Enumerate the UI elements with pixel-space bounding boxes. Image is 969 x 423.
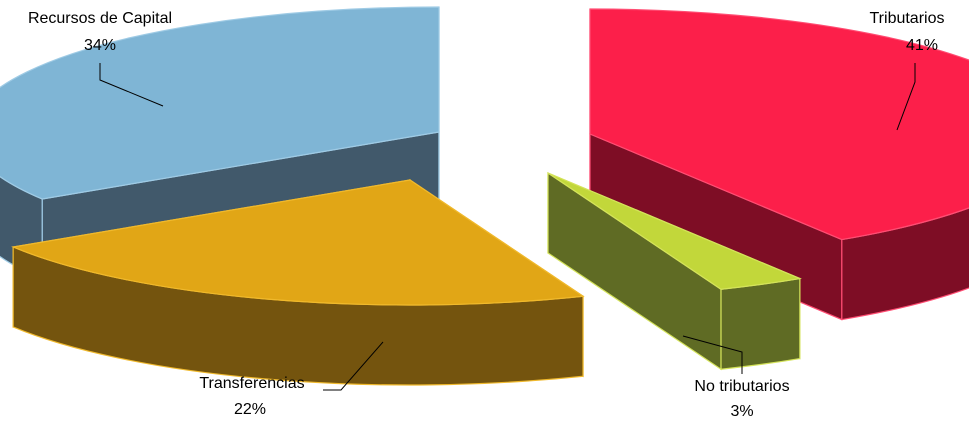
pie-slices xyxy=(0,6,969,386)
slice-label-recursos-de-capital: Recursos de Capital xyxy=(28,10,172,27)
leader-line-transferencias xyxy=(323,341,384,391)
pie-slice-transferencias xyxy=(11,178,585,386)
pie-slice-top-transferencias xyxy=(11,179,585,306)
leader-line-no-tributarios xyxy=(682,335,743,374)
pie-slice-top-recursos-de-capital xyxy=(0,6,440,200)
leader-line-tributarios xyxy=(896,63,916,131)
pie-slice-top-tributarios xyxy=(589,8,969,241)
pie-slice-side-tributarios-0 xyxy=(841,207,969,321)
slice-value-no-tributarios: 3% xyxy=(730,403,753,420)
pie-slice-no-tributarios xyxy=(547,171,802,371)
slice-label-no-tributarios: No tributarios xyxy=(694,378,789,395)
leader-line-recursos-de-capital xyxy=(99,63,164,107)
slice-value-transferencias: 22% xyxy=(234,401,266,418)
pie-slice-side-no-tributarios-0 xyxy=(720,277,801,370)
slice-value-recursos-de-capital: 34% xyxy=(84,37,116,54)
slice-label-tributarios: Tributarios xyxy=(870,10,945,27)
slice-label-transferencias: Transferencias xyxy=(199,375,304,392)
pie-slice-top-no-tributarios xyxy=(547,172,802,290)
slice-value-tributarios: 41% xyxy=(906,37,938,54)
